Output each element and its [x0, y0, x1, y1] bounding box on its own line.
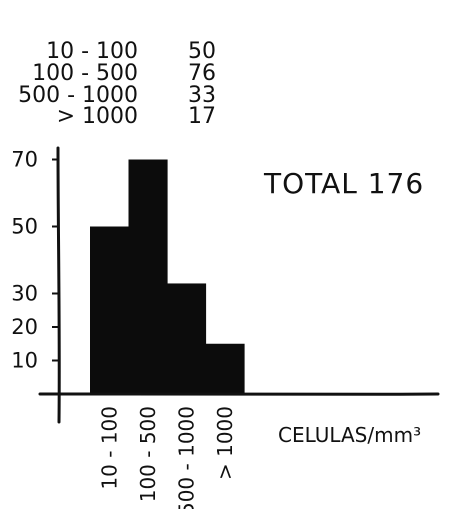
bar-1 [90, 226, 130, 394]
table-count: 76 [188, 61, 216, 86]
y-tick-label: 10 [11, 349, 38, 373]
x-axis [38, 392, 440, 396]
y-tick-labels: 10 20 30 50 70 [11, 148, 58, 373]
y-tick-label: 70 [11, 148, 38, 172]
counts-table: 10 - 100 50 100 - 500 76 500 - 1000 33 >… [18, 39, 216, 129]
table-range: > 1000 [57, 104, 138, 129]
table-range: 10 - 100 [46, 39, 138, 64]
table-range: 100 - 500 [32, 61, 138, 86]
x-tick-label: > 1000 [213, 406, 237, 480]
bars-group [90, 159, 245, 394]
table-range: 500 - 1000 [18, 83, 138, 108]
table-count: 33 [188, 83, 216, 108]
x-axis-label: CELULAS/mm³ [278, 423, 421, 447]
y-tick-label: 50 [11, 215, 38, 239]
y-axis [56, 146, 61, 424]
chart-title: TOTAL 176 [263, 167, 424, 200]
bar-4 [205, 343, 245, 394]
x-tick-label: 10 - 100 [97, 406, 121, 490]
y-tick-label: 30 [11, 282, 38, 306]
x-tick-labels: 10 - 100 100 - 500 500 - 1000 > 1000 [97, 406, 237, 509]
x-tick-label: 500 - 1000 [174, 406, 198, 509]
bar-2 [128, 159, 168, 394]
x-tick-label: 100 - 500 [136, 406, 160, 502]
bar-3 [167, 283, 207, 394]
table-count: 50 [188, 39, 216, 64]
y-tick-label: 20 [11, 315, 38, 339]
table-count: 17 [188, 104, 216, 129]
